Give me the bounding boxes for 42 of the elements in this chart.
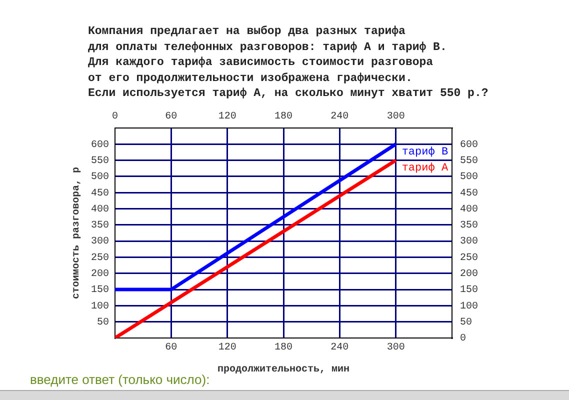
y2-tick-label: 300 bbox=[460, 236, 478, 248]
y2-tick-label: 200 bbox=[460, 269, 478, 280]
series-label: тариф А bbox=[402, 162, 448, 175]
y2-tick-label: 550 bbox=[460, 156, 478, 167]
x2-tick-label: 300 bbox=[386, 112, 405, 123]
x2-tick-label: 0 bbox=[112, 112, 118, 123]
y-tick-label: 300 bbox=[90, 236, 109, 248]
x-tick-label: 180 bbox=[274, 342, 293, 354]
x2-tick-label: 180 bbox=[274, 112, 293, 123]
y2-tick-label: 500 bbox=[460, 172, 478, 184]
y-tick-label: 600 bbox=[90, 140, 109, 151]
y-tick-label: 200 bbox=[90, 269, 109, 280]
y2-tick-label: 0 bbox=[460, 334, 466, 345]
y2-tick-label: 450 bbox=[460, 188, 478, 200]
y2-tick-label: 250 bbox=[460, 252, 478, 264]
y-tick-label: 550 bbox=[90, 156, 109, 167]
y-tick-label: 100 bbox=[90, 301, 109, 312]
y-axis-title: стоимость разговора, р bbox=[72, 166, 83, 300]
y-tick-label: 450 bbox=[90, 188, 109, 200]
x-tick-label: 120 bbox=[218, 342, 236, 354]
y-tick-label: 350 bbox=[90, 220, 109, 232]
y2-tick-label: 400 bbox=[460, 204, 478, 216]
x-axis-title: продолжительность, мин bbox=[217, 364, 350, 376]
y-tick-label: 150 bbox=[90, 285, 109, 296]
y2-tick-label: 50 bbox=[460, 317, 472, 328]
y2-tick-label: 600 bbox=[460, 140, 478, 151]
chart-title: Компания предлагает на выбор два разных тарифа для оплаты телефонных разговоров: тариф А и тариф В. Для каждого тарифа зависимость стоимости разговора от его продолжительности изображена графически. Если используется тариф А, на сколько минут хватит 550 р.? bbox=[88, 24, 488, 102]
y-tick-label: 400 bbox=[90, 204, 109, 216]
y2-tick-label: 350 bbox=[460, 220, 478, 232]
series-label: тариф В bbox=[402, 146, 448, 159]
text: введите ответ (только число): bbox=[30, 372, 210, 387]
y2-tick-label: 150 bbox=[460, 285, 478, 296]
x-tick-label: 240 bbox=[330, 342, 349, 354]
y-tick-label: 50 bbox=[96, 317, 109, 328]
x2-tick-label: 240 bbox=[330, 112, 349, 123]
y2-tick-label: 100 bbox=[460, 301, 478, 312]
y-tick-label: 500 bbox=[90, 172, 109, 184]
x-tick-label: 60 bbox=[165, 342, 178, 354]
x-tick-label: 300 bbox=[386, 342, 405, 354]
x2-tick-label: 120 bbox=[218, 112, 236, 123]
x2-tick-label: 60 bbox=[165, 112, 178, 123]
y-tick-label: 250 bbox=[90, 252, 109, 264]
